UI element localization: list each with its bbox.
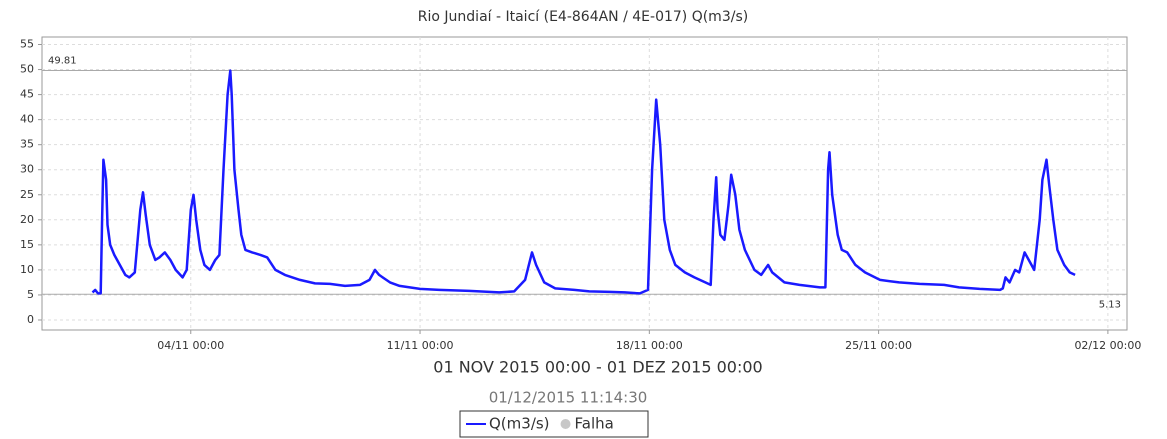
y-tick-label: 40: [20, 113, 34, 126]
y-tick-label: 20: [20, 213, 34, 226]
y-tick-label: 10: [20, 263, 34, 276]
legend-label: Q(m3/s): [489, 415, 550, 433]
reference-label: 5.13: [1099, 299, 1121, 310]
x-tick-label: 11/11 00:00: [387, 339, 454, 352]
data-line: [91, 69, 1076, 295]
x-tick-label: 04/11 00:00: [157, 339, 224, 352]
y-tick-label: 55: [20, 38, 34, 51]
x-tick-label: 25/11 00:00: [845, 339, 912, 352]
y-tick-label: 30: [20, 163, 34, 176]
legend-box: [459, 410, 649, 438]
subtitle: 01 NOV 2015 00:00 - 01 DEZ 2015 00:00: [433, 358, 762, 377]
reference-label: 49.81: [48, 56, 77, 67]
y-tick-label: 5: [27, 288, 34, 301]
y-tick-label: 25: [20, 188, 34, 201]
y-tick-label: 0: [27, 313, 34, 326]
y-tick-label: 50: [20, 63, 34, 76]
plot-area: [41, 36, 1128, 331]
legend-swatch: [560, 419, 571, 429]
chart-title: Rio Jundiaí - Itaicí (E4-864AN / 4E-017)…: [418, 9, 748, 25]
y-tick-label: 45: [20, 88, 34, 101]
legend-label: Falha: [575, 415, 614, 433]
x-tick-label: 02/12 00:00: [1074, 339, 1141, 352]
y-tick-label: 35: [20, 138, 34, 151]
timestamp: 01/12/2015 11:14:30: [489, 389, 648, 407]
x-tick-label: 18/11 00:00: [616, 339, 683, 352]
y-tick-label: 15: [20, 238, 34, 251]
